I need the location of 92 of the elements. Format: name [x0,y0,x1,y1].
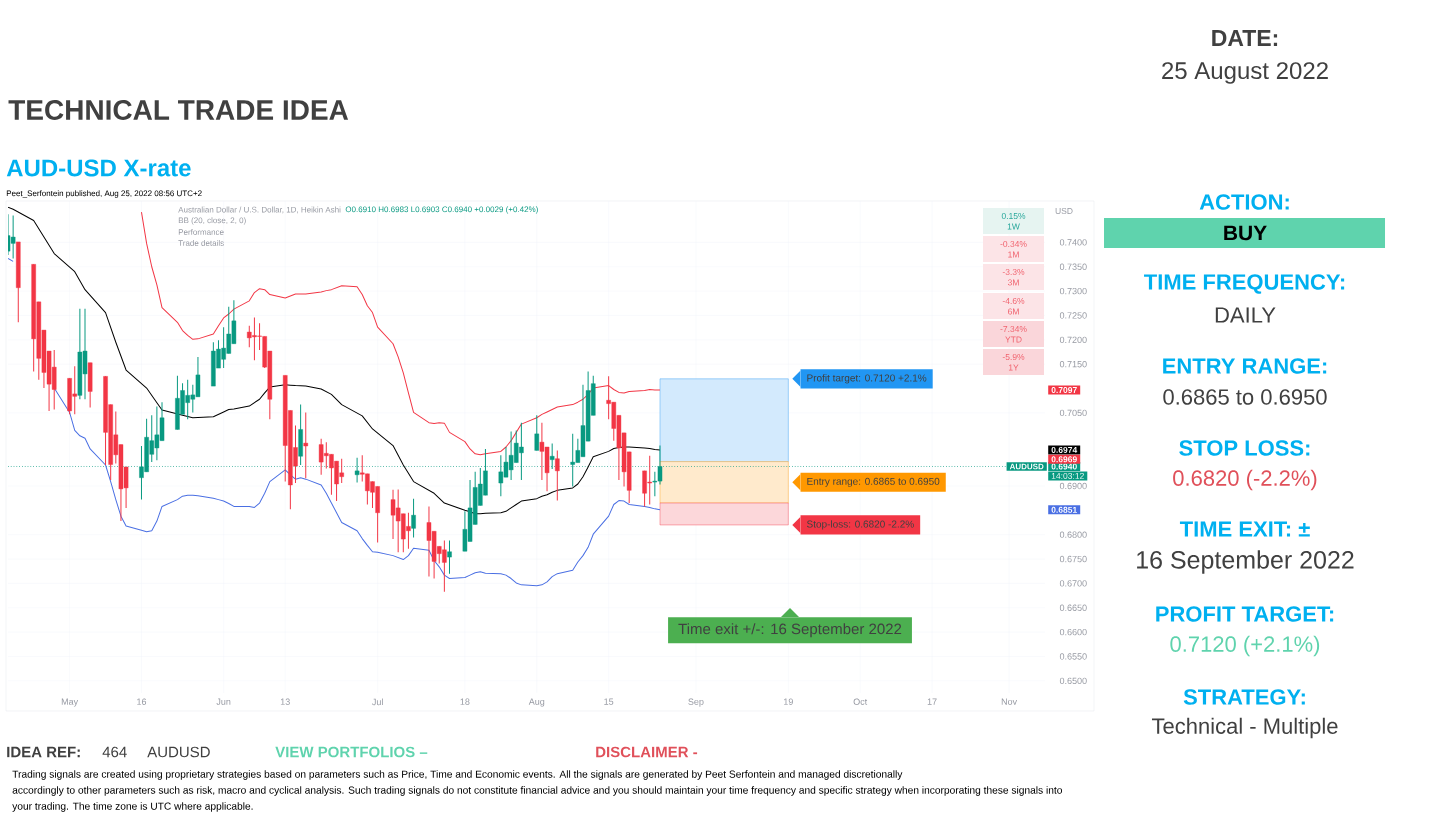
text: 0.7120 (+2.1%) [1170,635,1320,657]
text: ACTION: [1199,194,1289,210]
annotation: -7.34% [1000,325,1027,332]
band-label: Entry range: 0.6865 to 0.6950 [807,477,940,487]
text: 0.6820 (-2.2%) [1173,469,1317,491]
candlestick [10,215,16,259]
band-label: Stop-loss: 0.6820 -2.2% [806,520,914,530]
x-tick-label: 17 [927,698,937,705]
text: Technical - Multiple [1151,717,1338,739]
y-tick-label: 0.6650 [1059,604,1087,611]
text: 0.6969 [1051,456,1077,463]
y-tick-label: 0.7350 [1059,263,1087,270]
y-tick-label: 0.6500 [1059,677,1087,685]
y-tick-label: 0.7300 [1059,287,1087,295]
text: DISCLAIMER - [596,746,698,758]
text: 25 August 2022 [1162,62,1328,84]
text: TIME EXIT: ± [1179,521,1310,537]
y-tick-label: 0.6900 [1059,482,1087,490]
x-tick-label: 13 [280,698,290,705]
text: DATE: [1212,30,1278,46]
annotation: 1M [1008,251,1019,258]
y-tick-label: 0.7050 [1059,409,1087,417]
x-tick-label: Jun [216,698,231,705]
annotation: Australian Dollar / U.S. Dollar, 1D, Heikin Ashi [178,206,341,214]
text: 464 [102,746,127,758]
annotation: Performance [178,229,224,235]
text: your trading. The time zone is UTC where applicable. [12,802,253,812]
x-tick-label: 18 [460,698,470,705]
x-tick-label: 19 [784,698,793,705]
candlestick [447,540,452,575]
text: PROFIT TARGET: [1156,606,1334,622]
y-tick-label: 0.6700 [1059,580,1087,587]
x-tick-label: 16 [137,698,147,705]
annotation: 1Y [1008,364,1019,371]
candlestick [411,498,416,539]
chart-title: TECHNICAL TRADE IDEA [8,100,349,120]
chart-subtitle: AUD-USD X-rate [6,159,191,177]
text: AUDUSD [147,746,210,758]
text: VIEW PORTFOLIOS – [275,746,428,758]
text: 0.6865 to 0.6950 [1163,389,1327,405]
annotation: 0.15% [1001,212,1026,219]
y-tick-label: 0.6800 [1059,531,1087,538]
y-tick-label: 0.7150 [1059,360,1087,368]
text: Trading signals are created using proprietary strategies based on parameters such as Price, Time and Economic events. All the signals are generated by Peet Serfontein and managed discretionally [12,770,903,780]
x-tick-label: Sep [688,698,704,707]
ref-line-label: 0.6940 [1051,463,1077,470]
candlestick [303,411,309,479]
y-tick-label: 0.7400 [1059,239,1087,246]
text: 0.6974 [1051,446,1078,453]
x-tick-label: Aug [528,698,545,707]
text: DAILY [1215,307,1276,323]
candlestick [534,414,540,451]
annotation: O0.6910 H0.6983 L0.6903 C0.6940 +0.0029 (+0.42%) [345,206,538,214]
text: STOP LOSS: [1179,440,1310,456]
candlestick [549,443,555,470]
y-tick-label: 0.6750 [1059,555,1087,563]
y-tick-label: 0.7200 [1059,336,1087,344]
text: BUY [1224,225,1267,241]
text: accordingly to other parameters such as risk, macro and cyclical analysis. Such trading signals do not constitute financial advice and you should maintain your time frequency and specific strategy when incorporating these signals into [12,786,1062,796]
text: IDEA REF: [7,746,80,758]
text: STRATEGY: [1183,689,1305,705]
annotation: -5.9% [1002,353,1025,360]
annotation: 3M [1007,279,1019,286]
annotation: -3.3% [1002,268,1025,275]
y-tick-label: 0.7250 [1059,312,1087,319]
x-tick-label: Nov [1001,698,1018,705]
text: 0.6851 [1051,506,1077,513]
annotation: Time exit +/-: 16 September 2022 [678,623,902,638]
annotation: -0.34% [1000,240,1027,247]
x-tick-label: May [61,698,79,707]
text: Peet_Serfontein published, Aug 25, 2022 08:56 UTC+2 [6,190,202,198]
x-tick-label: Oct [853,698,868,705]
candlestick [555,449,560,502]
annotation: 1W [1007,223,1020,230]
text: ENTRY RANGE: [1163,358,1327,374]
annotation: YTD [1005,336,1022,343]
x-tick-label: 15 [604,698,614,705]
text: 0.7097 [1051,387,1077,394]
y-axis-title: USD [1055,207,1073,214]
annotation: 6M [1008,308,1019,315]
annotation: AUDUSD [1009,463,1044,470]
y-tick-label: 0.6550 [1059,653,1087,660]
y-tick-label: 0.6600 [1059,628,1087,636]
annotation: Trade details [178,240,224,246]
band-label: Profit target: 0.7120 +2.1% [807,374,927,384]
x-tick-label: Jul [372,698,383,706]
text: TIME FREQUENCY: [1144,274,1345,294]
line-series [8,206,661,515]
annotation: BB (20, close, 2, 0) [178,217,246,225]
text: 16 September 2022 [1137,550,1354,574]
text: 14:03:12 [1051,472,1084,479]
annotation: -4.6% [1002,297,1025,304]
